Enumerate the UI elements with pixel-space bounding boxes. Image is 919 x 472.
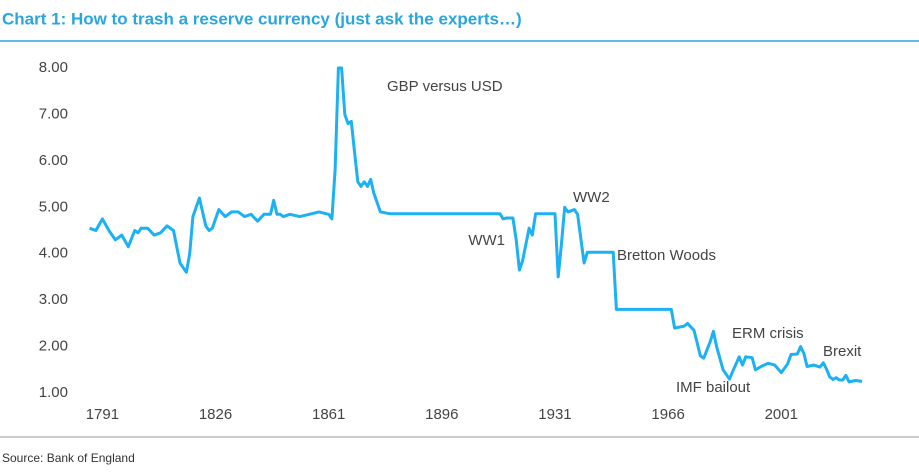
- annotation: GBP versus USD: [387, 78, 503, 95]
- x-tick-label: 1861: [312, 406, 345, 423]
- y-tick-label: 2.00: [39, 338, 68, 355]
- y-tick-label: 1.00: [39, 384, 68, 401]
- annotation: ERM crisis: [732, 325, 804, 342]
- y-tick-label: 5.00: [39, 198, 68, 215]
- annotation: IMF bailout: [676, 379, 751, 396]
- y-tick-label: 7.00: [39, 105, 68, 122]
- x-tick-label: 1826: [199, 406, 232, 423]
- line: [88, 66, 863, 384]
- x-tick-label: 1791: [86, 406, 119, 423]
- x-tick-label: 1931: [538, 406, 571, 423]
- annotation: WW1: [468, 232, 505, 249]
- y-tick-label: 8.00: [39, 59, 68, 76]
- annotation: Bretton Woods: [617, 247, 716, 264]
- x-tick-label: 1966: [651, 406, 684, 423]
- y-tick-label: 6.00: [39, 152, 68, 169]
- annotation: WW2: [573, 189, 610, 206]
- y-tick-label: 4.00: [39, 245, 68, 262]
- annotation: Brexit: [823, 343, 862, 360]
- chart-title: Chart 1: How to trash a reserve currency…: [2, 9, 522, 28]
- source: Source: Bank of England: [2, 451, 135, 465]
- y-tick-label: 3.00: [39, 291, 68, 308]
- x-tick-label: 1896: [425, 406, 458, 423]
- x-tick-label: 2001: [765, 406, 798, 423]
